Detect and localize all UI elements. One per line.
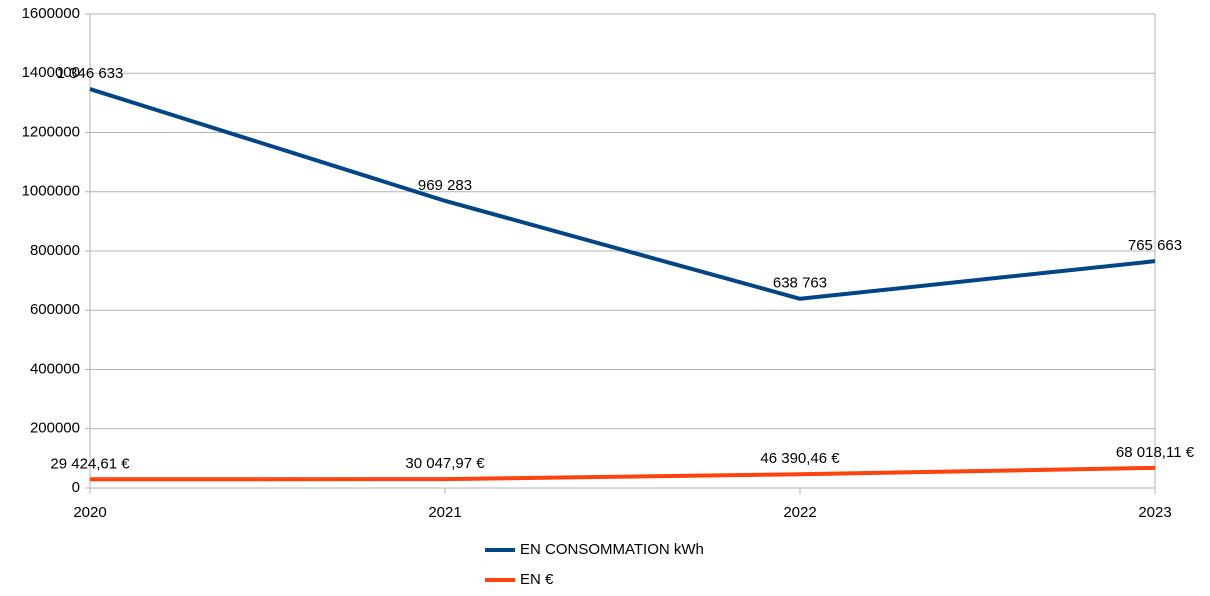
data-label: 765 663 — [1128, 237, 1182, 254]
y-tick-label: 1200000 — [22, 123, 80, 140]
series-line — [89, 87, 1156, 301]
x-tick-label: 2022 — [783, 504, 816, 521]
x-tick-label: 2023 — [1138, 504, 1171, 521]
y-tick-label: 1400000 — [22, 64, 80, 81]
data-label: 68 018,11 € — [1116, 444, 1195, 461]
y-tick-label: 200000 — [30, 420, 80, 437]
data-label: 638 763 — [773, 275, 827, 292]
y-tick-label: 1000000 — [22, 183, 80, 200]
y-tick-label: 1600000 — [22, 5, 80, 22]
data-label: 1 346 633 — [57, 65, 124, 82]
x-tick-label: 2021 — [428, 504, 461, 521]
data-label: 30 047,97 € — [405, 455, 485, 472]
x-tick-label: 2020 — [73, 504, 106, 521]
y-tick-label: 600000 — [30, 301, 80, 318]
y-tick-label: 0 — [72, 479, 80, 496]
legend-label: EN CONSOMMATION kWh — [520, 541, 704, 558]
y-tick-label: 800000 — [30, 242, 80, 259]
legend-label: EN € — [520, 571, 554, 588]
data-label: 46 390,46 € — [760, 450, 840, 467]
series-line — [89, 465, 1156, 482]
data-label: 969 283 — [418, 177, 472, 194]
data-label: 29 424,61 € — [50, 455, 130, 472]
y-tick-label: 400000 — [30, 360, 80, 377]
